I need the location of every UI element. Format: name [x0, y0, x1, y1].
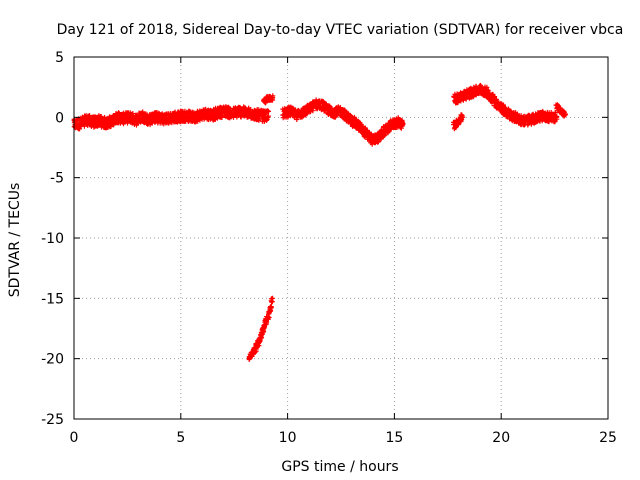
series-markers	[246, 295, 276, 362]
y-tick-label: -10	[41, 231, 64, 247]
y-axis-label: SDTVAR / TECUs	[7, 183, 23, 298]
chart-title: Day 121 of 2018, Sidereal Day-to-day VTE…	[57, 22, 624, 38]
x-tick-label: 20	[492, 430, 510, 446]
x-tick-label: 25	[599, 430, 617, 446]
series-markers	[280, 97, 406, 147]
y-tick-label: -25	[41, 412, 64, 428]
y-tick-label: -15	[41, 291, 64, 307]
y-tick-label: 5	[55, 50, 64, 66]
series-markers	[451, 112, 466, 132]
y-tick-label: -5	[50, 171, 64, 187]
x-axis-label: GPS time / hours	[281, 459, 398, 475]
y-tick-label: 0	[55, 110, 64, 126]
series-segment-e	[451, 82, 560, 128]
x-tick-label: 0	[70, 430, 79, 446]
series-markers	[261, 93, 276, 106]
series-segment-d	[246, 295, 276, 362]
axis-ticks: 0 5 10 15 20 25 5 0 -5 -10 -15 -20 -25	[41, 50, 617, 446]
x-tick-label: 10	[279, 430, 297, 446]
series-segment-f	[451, 112, 466, 132]
series-segment-a	[71, 104, 271, 132]
data-points	[71, 82, 568, 362]
series-markers	[451, 82, 560, 128]
x-tick-label: 15	[385, 430, 403, 446]
series-markers	[553, 102, 568, 119]
series-segment-b	[261, 93, 276, 106]
series-markers	[71, 104, 271, 132]
y-tick-label: -20	[41, 352, 64, 368]
series-segment-c	[280, 97, 406, 147]
x-tick-label: 5	[176, 430, 185, 446]
series-segment-g	[553, 102, 568, 119]
